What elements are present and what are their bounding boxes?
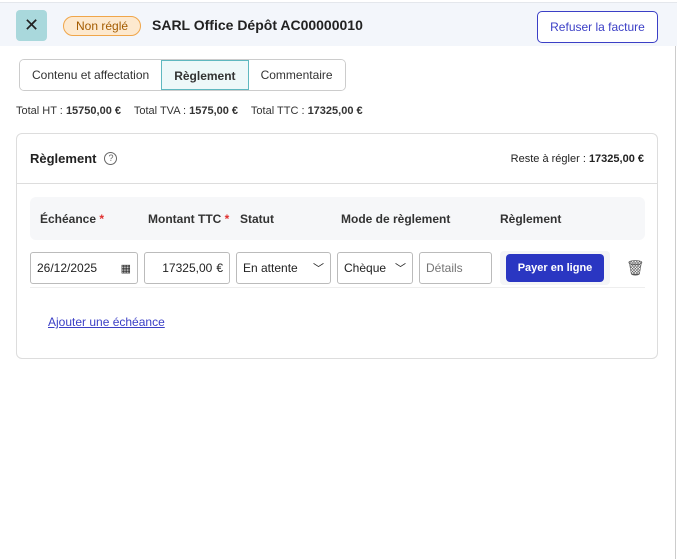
scrollbar-edge bbox=[675, 46, 676, 559]
status-select[interactable]: En attente ﹀ bbox=[236, 252, 331, 284]
tab-commentaire[interactable]: Commentaire bbox=[248, 60, 345, 90]
mode-select[interactable]: Chèque ﹀ bbox=[337, 252, 413, 284]
total-ht-label: Total HT : bbox=[16, 105, 63, 117]
col-reglement: Règlement bbox=[500, 211, 562, 226]
total-ht: 15750,00 € bbox=[65, 105, 121, 117]
amount-input[interactable]: 17325,00 € bbox=[144, 252, 230, 284]
date-input[interactable]: 26/12/2025 ▦ bbox=[30, 252, 138, 284]
reste-label: Reste à régler : bbox=[510, 152, 586, 165]
amount-value: 17325,00 bbox=[162, 261, 213, 275]
status-value: En attente bbox=[243, 261, 298, 275]
chevron-down-icon: ﹀ bbox=[313, 263, 324, 275]
calendar-icon[interactable]: ▦ bbox=[120, 262, 131, 275]
row-divider bbox=[30, 287, 645, 288]
date-value: 26/12/2025 bbox=[37, 261, 98, 275]
tabs: Contenu et affectation Règlement Comment… bbox=[19, 59, 346, 91]
currency: € bbox=[216, 261, 223, 275]
header: ✕ Non réglé SARL Office Dépôt AC00000010… bbox=[0, 2, 677, 46]
close-icon: ✕ bbox=[23, 15, 40, 35]
pay-online-button[interactable]: Payer en ligne bbox=[506, 254, 604, 282]
totals: Total HT : 15750,00 € Total TVA : 1575,0… bbox=[16, 105, 373, 117]
reglement-card: Règlement ? Reste à régler : 17325,00 € … bbox=[16, 133, 658, 359]
total-tva-label: Total TVA : bbox=[133, 105, 187, 117]
mode-value: Chèque bbox=[344, 261, 387, 275]
col-mode: Mode de règlement bbox=[341, 211, 451, 226]
refuse-invoice-button[interactable]: Refuser la facture bbox=[537, 11, 658, 43]
card-title: Règlement bbox=[30, 151, 97, 166]
trash-icon[interactable]: 🗑 bbox=[626, 260, 646, 277]
col-statut: Statut bbox=[240, 211, 274, 226]
details-input[interactable] bbox=[419, 252, 492, 284]
col-echeance: Échéance * bbox=[40, 211, 105, 226]
table-header: Échéance * Montant TTC * Statut Mode de … bbox=[30, 197, 645, 240]
reste-a-regler: Reste à régler : 17325,00 € bbox=[511, 153, 644, 165]
reste-value: 17325,00 € bbox=[588, 152, 644, 165]
col-montant: Montant TTC * bbox=[148, 211, 230, 226]
tab-reglement[interactable]: Règlement bbox=[161, 60, 249, 90]
help-icon[interactable]: ? bbox=[104, 152, 118, 165]
pay-cell: Payer en ligne bbox=[500, 251, 610, 285]
chevron-down-icon: ﹀ bbox=[395, 263, 406, 275]
add-echeance-link[interactable]: Ajouter une échéance bbox=[48, 315, 165, 329]
page-title: SARL Office Dépôt AC00000010 bbox=[152, 17, 363, 33]
table-row: 26/12/2025 ▦ 17325,00 € En attente ﹀ Chèque… bbox=[30, 251, 645, 285]
close-button[interactable]: ✕ bbox=[16, 10, 47, 41]
tab-contenu[interactable]: Contenu et affectation bbox=[20, 60, 162, 90]
status-badge: Non réglé bbox=[63, 16, 142, 36]
total-tva: 1575,00 € bbox=[189, 105, 239, 117]
total-ttc-label: Total TTC : bbox=[250, 105, 305, 117]
total-ttc: 17325,00 € bbox=[307, 105, 363, 117]
